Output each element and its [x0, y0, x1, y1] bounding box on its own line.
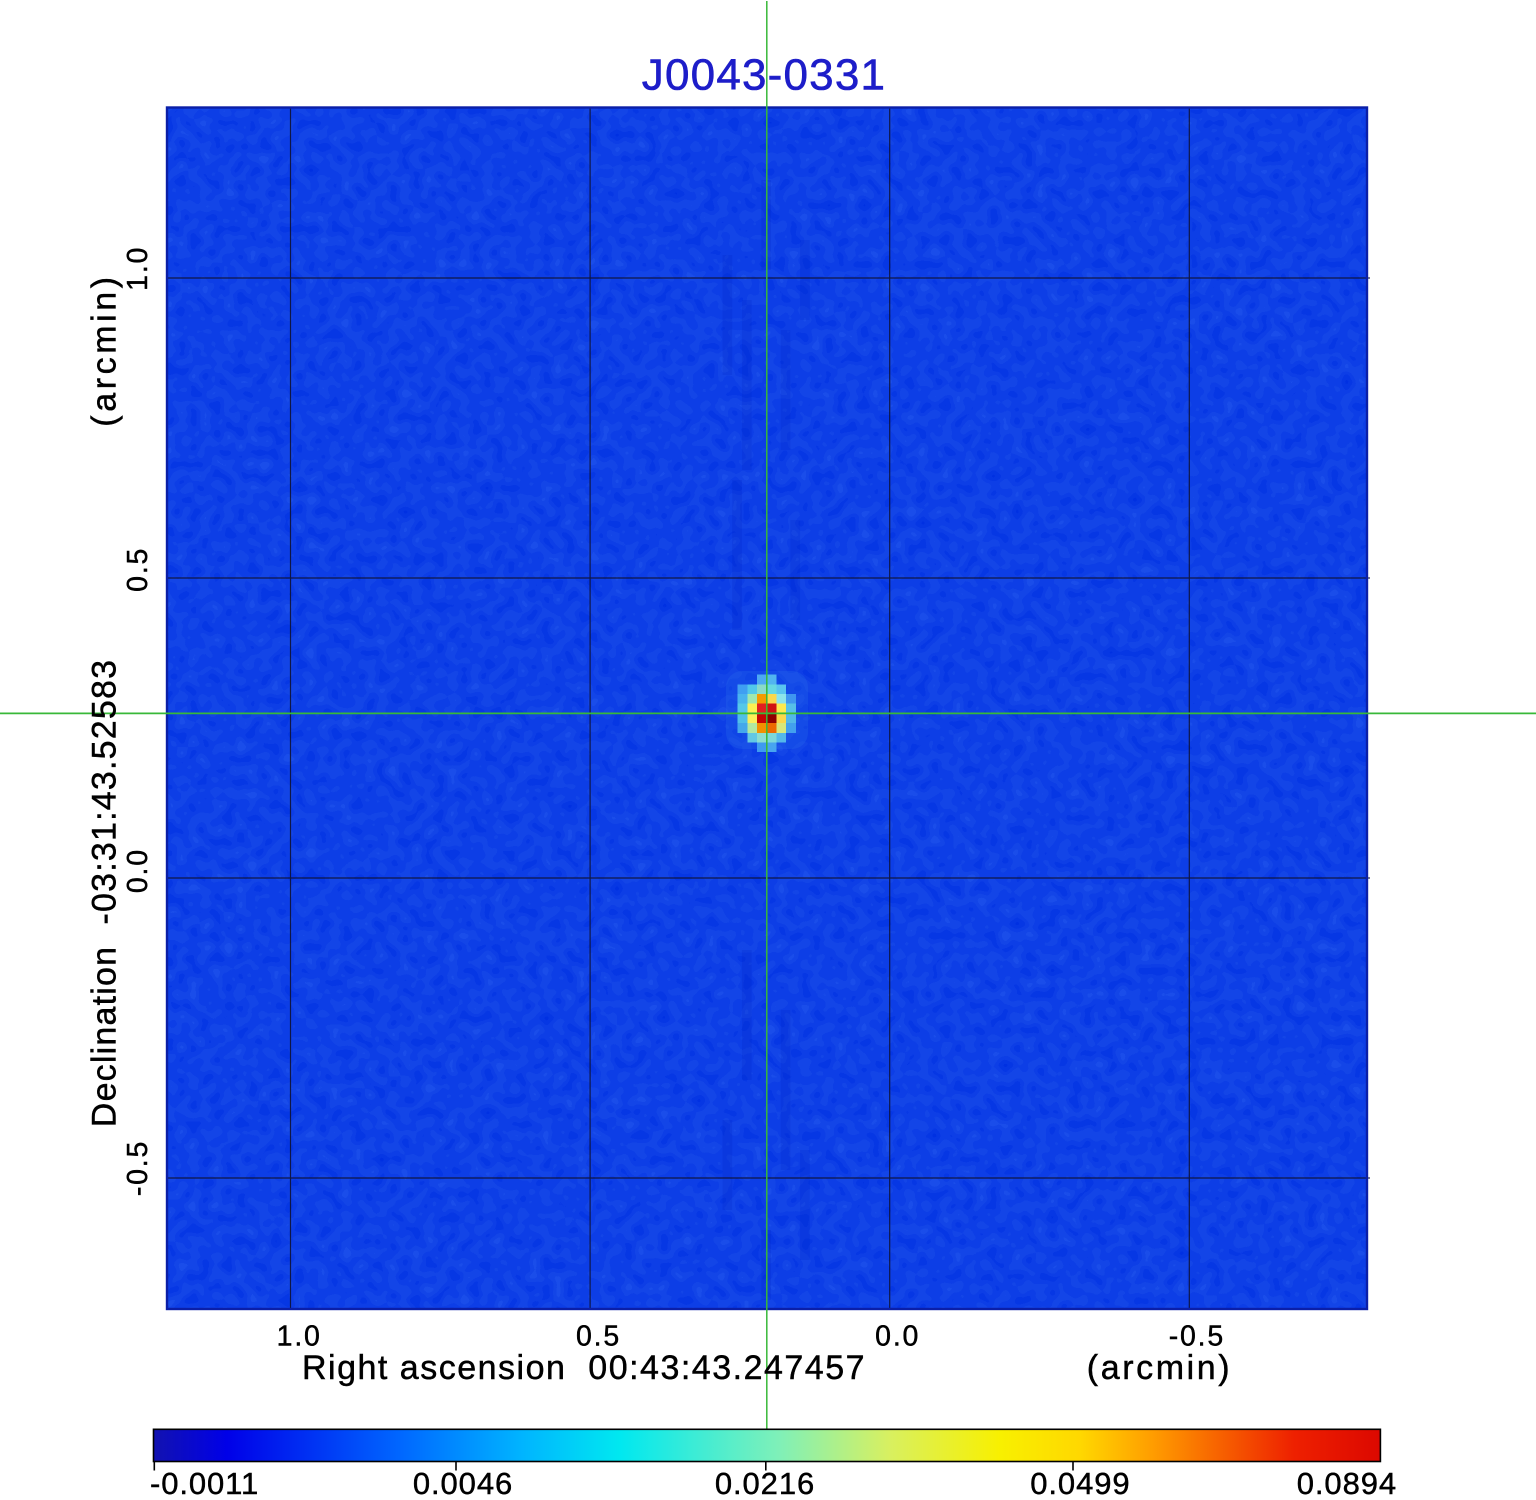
svg-text:0.5: 0.5 [576, 1321, 621, 1353]
svg-text:0.0: 0.0 [122, 848, 154, 893]
svg-text:0.0: 0.0 [875, 1321, 920, 1353]
svg-text:0.0894: 0.0894 [1297, 1466, 1397, 1500]
svg-text:(arcmin): (arcmin) [1087, 1349, 1232, 1387]
svg-text:-0.5: -0.5 [122, 1140, 154, 1196]
svg-text:(arcmin): (arcmin) [86, 273, 124, 426]
svg-text:Right ascension 00:43:43.2474: Right ascension 00:43:43.247457 [302, 1349, 866, 1387]
svg-text:-0.0011: -0.0011 [150, 1466, 259, 1500]
svg-text:J0043-0331: J0043-0331 [642, 51, 886, 100]
svg-text:1.0: 1.0 [122, 246, 154, 291]
svg-text:0.0216: 0.0216 [715, 1466, 815, 1500]
svg-text:0.0046: 0.0046 [413, 1466, 513, 1500]
svg-text:Declination -03:31:43.52583: Declination -03:31:43.52583 [86, 659, 124, 1127]
svg-text:0.0499: 0.0499 [1030, 1466, 1130, 1500]
svg-text:-0.5: -0.5 [1169, 1321, 1225, 1353]
svg-text:0.5: 0.5 [122, 547, 154, 592]
svg-text:1.0: 1.0 [277, 1321, 322, 1353]
